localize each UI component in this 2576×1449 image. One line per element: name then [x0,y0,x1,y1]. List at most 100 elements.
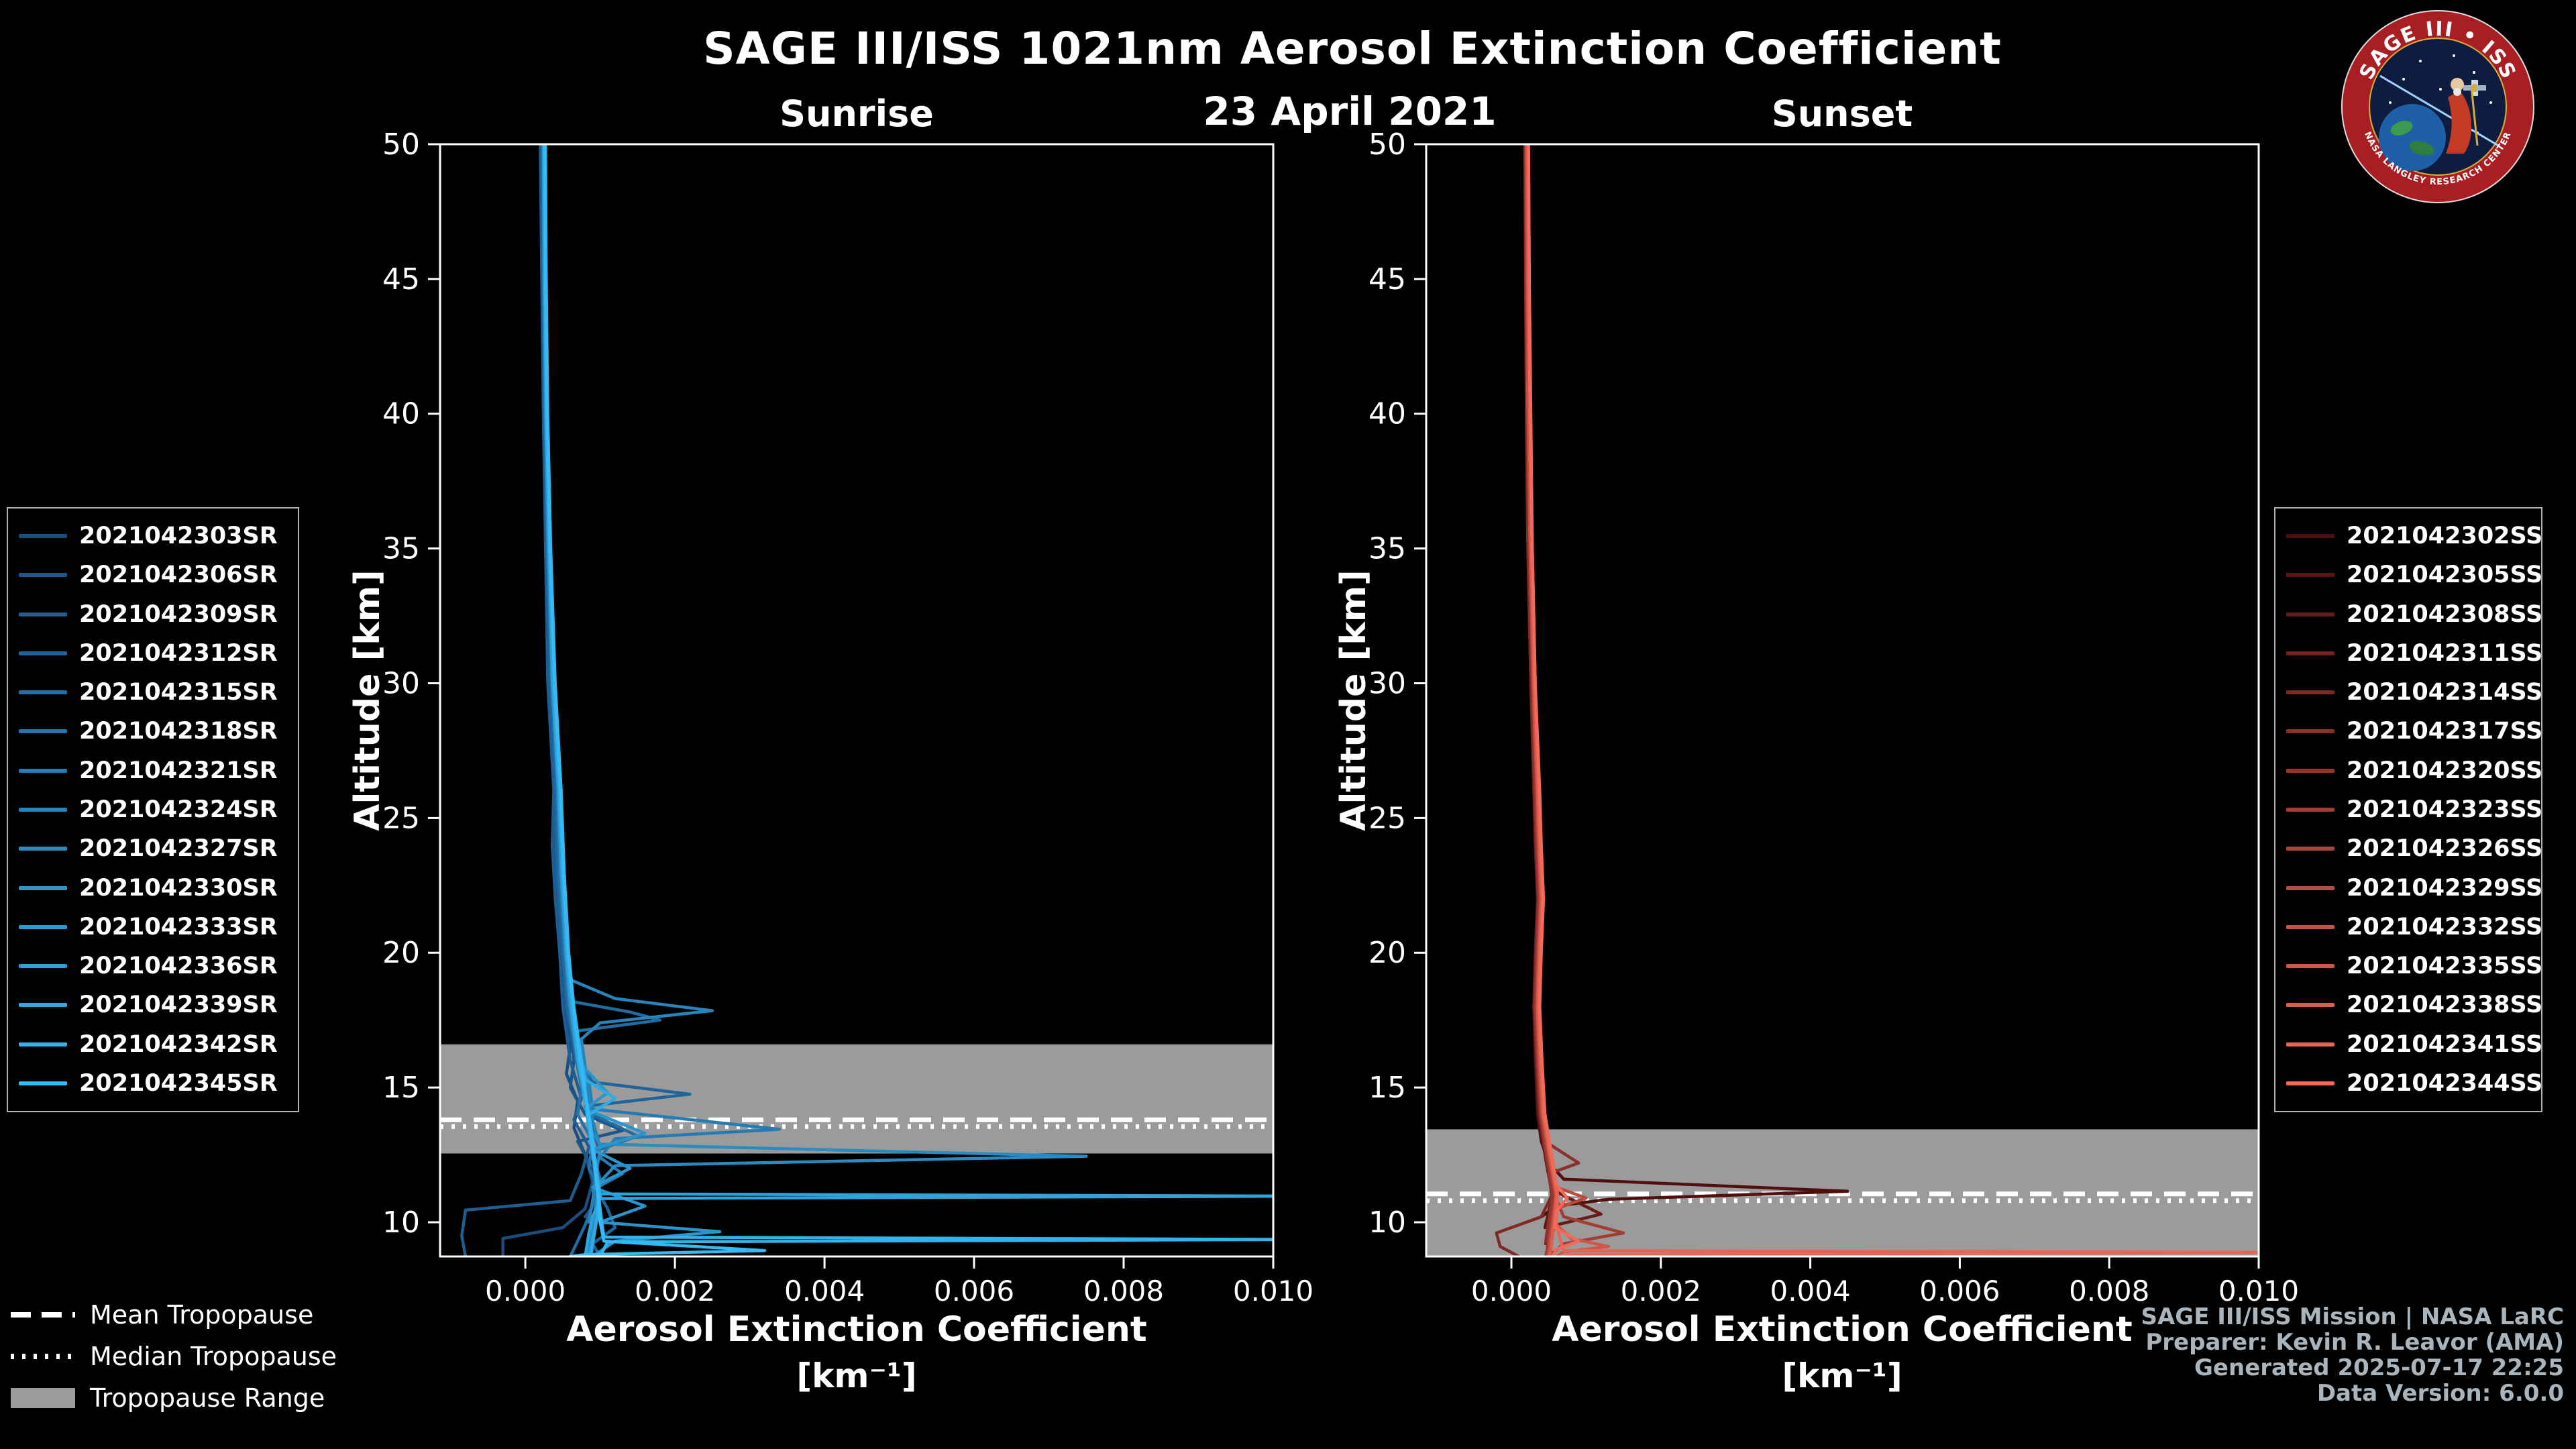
profile-line-2021042302SS [1523,144,1849,1219]
legend-label: 2021042341SS [2347,1030,2543,1058]
legend-color-swatch [2286,534,2334,539]
median-tropopause-label: Median Tropopause [90,1342,337,1371]
y-tick-label: 20 [382,936,420,970]
legend-item-2021042326SS: 2021042326SS [2286,835,2542,862]
legend-label: 2021042312SR [79,639,278,667]
legend-item-2021042332SS: 2021042332SS [2286,914,2542,941]
x-tick-label: 0.000 [485,1275,566,1307]
legend-item-2021042314SS: 2021042314SS [2286,679,2542,706]
tropopause-range-band [440,1044,1273,1154]
legend-color-swatch [2286,651,2334,655]
tropopause-range-legend-item: Tropopause Range [11,1382,337,1414]
legend-color-swatch [19,885,67,890]
y-tick-label: 45 [382,262,420,297]
legend-label: 2021042311SS [2347,639,2543,667]
credits-preparer-line: Preparer: Kevin R. Leavor (AMA) [2145,1329,2564,1356]
legend-item-2021042311SS: 2021042311SS [2286,640,2542,667]
legend-label: 2021042324SR [79,796,278,823]
y-tick-label: 15 [382,1071,420,1105]
legend-label: 2021042303SR [79,523,278,550]
legend-color-swatch [2286,612,2334,616]
profile-line-2021042344SS [1527,144,1580,1256]
legend-label: 2021042320SS [2347,757,2543,784]
legend-color-swatch [2286,690,2334,695]
sunrise-panel-title: Sunrise [780,93,934,135]
legend-color-swatch [2286,924,2334,929]
x-tick-label: 0.010 [1233,1275,1313,1307]
legend-item-2021042344SS: 2021042344SS [2286,1070,2542,1097]
legend-label: 2021042327SR [79,835,278,863]
legend-item-2021042324SR: 2021042324SR [19,796,287,823]
x-tick-label: 0.002 [635,1275,715,1307]
credits-mission-line: SAGE III/ISS Mission | NASA LaRC [2141,1303,2565,1330]
profile-line-2021042345SR [543,144,767,1256]
mean-tropopause-legend-item: Mean Tropopause [11,1299,337,1331]
tropopause-legend: Mean Tropopause Median Tropopause Tropop… [11,1299,337,1414]
x-axis-units-sunset: [km⁻¹] [1782,1356,1902,1395]
x-tick-label: 0.006 [934,1275,1014,1307]
y-tick-label: 25 [382,801,420,835]
x-axis-units-sunrise: [km⁻¹] [796,1356,917,1395]
plot-frame [439,143,1275,1258]
legend-item-2021042306SR: 2021042306SR [19,561,287,588]
legend-label: 2021042315SR [79,679,278,706]
y-tick-label: 40 [1368,397,1406,431]
credits-block: SAGE III/ISS Mission | NASA LaRC Prepare… [2141,1304,2565,1406]
legend-label: 2021042308SS [2347,600,2543,628]
legend-label: 2021042306SR [79,561,278,589]
x-tick-label: 0.004 [1770,1275,1850,1307]
y-tick-label: 10 [382,1205,420,1240]
y-tick-label: 50 [1368,127,1406,162]
y-tick-label: 35 [1368,532,1406,566]
legend-label: 2021042332SS [2347,913,2543,941]
profile-line-2021042341SS [1527,144,2259,1256]
legend-color-swatch [2286,729,2334,734]
legend-item-2021042303SR: 2021042303SR [19,523,287,549]
legend-label: 2021042309SR [79,600,278,628]
legend-item-2021042302SS: 2021042302SS [2286,523,2542,549]
legend-color-swatch [19,964,67,969]
legend-label: 2021042342SR [79,1030,278,1058]
legend-label: 2021042335SS [2347,953,2543,980]
legend-label: 2021042314SS [2347,679,2543,706]
legend-label: 2021042339SR [79,991,278,1019]
x-tick-label: 0.008 [2069,1275,2149,1307]
legend-item-2021042341SS: 2021042341SS [2286,1031,2542,1058]
legend-item-2021042318SR: 2021042318SR [19,718,287,745]
legend-label: 2021042338SS [2347,991,2543,1019]
legend-item-2021042335SS: 2021042335SS [2286,953,2542,979]
patch-stars [2389,54,2492,134]
y-tick-label: 10 [1368,1205,1406,1240]
legend-color-swatch [19,612,67,616]
credits-version-line: Data Version: 6.0.0 [2316,1380,2564,1407]
legend-label: 2021042323SS [2347,796,2543,823]
legend-label: 2021042302SS [2347,523,2543,550]
y-tick-label: 15 [1368,1071,1406,1105]
patch-earth-land-2 [2409,141,2434,156]
legend-item-2021042336SR: 2021042336SR [19,953,287,979]
legend-label: 2021042317SS [2347,718,2543,745]
legend-item-2021042338SS: 2021042338SS [2286,991,2542,1018]
legend-label: 2021042305SS [2347,561,2543,589]
sunrise-legend: 2021042303SR 2021042306SR 2021042309SR 2021… [7,507,299,1112]
legend-color-swatch [2286,573,2334,578]
patch-iss-icon [2463,80,2486,96]
legend-color-swatch [2286,1081,2334,1085]
legend-item-2021042309SR: 2021042309SR [19,601,287,628]
patch-orbit-line [2379,74,2500,148]
legend-item-2021042305SS: 2021042305SS [2286,561,2542,588]
legend-color-swatch [2286,768,2334,773]
legend-label: 2021042333SR [79,913,278,941]
legend-label: 2021042330SR [79,874,278,902]
legend-item-2021042312SR: 2021042312SR [19,640,287,667]
legend-item-2021042345SR: 2021042345SR [19,1070,287,1097]
legend-color-swatch [19,1003,67,1008]
legend-color-swatch [2286,807,2334,812]
legend-item-2021042317SS: 2021042317SS [2286,718,2542,745]
tropopause-range-swatch [11,1388,75,1408]
x-axis-label-sunset: Aerosol Extinction Coefficient [1552,1309,2133,1350]
panel-sunset: 0.000 0.002 0.004 0.006 0.008 0.010 10 15 20 25 30… [1368,127,2299,1307]
legend-color-swatch [19,729,67,734]
